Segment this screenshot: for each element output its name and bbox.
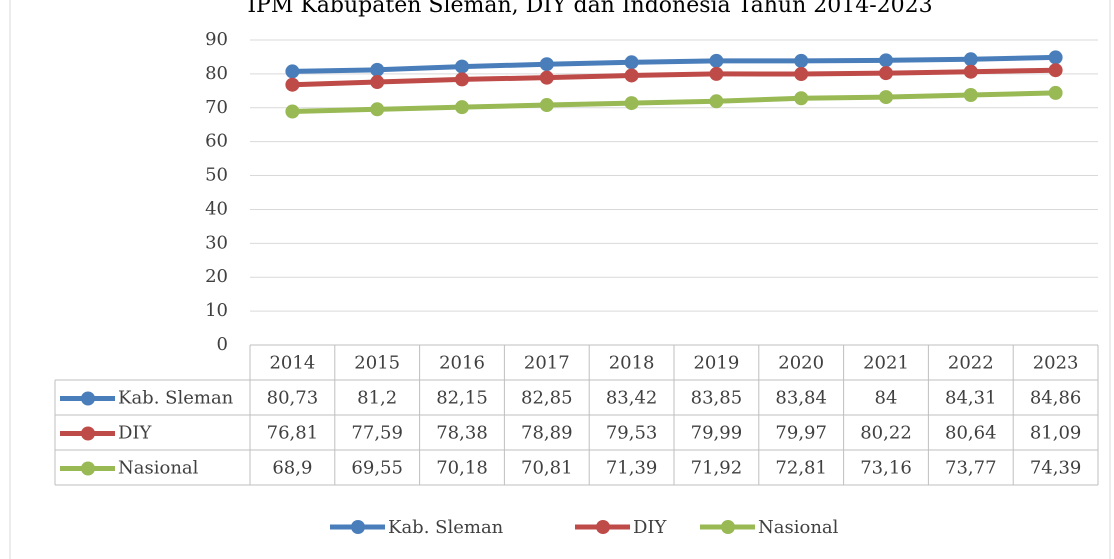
legend-label: Nasional bbox=[758, 517, 839, 538]
point bbox=[370, 62, 385, 77]
point bbox=[963, 64, 978, 79]
y-tick-label: 0 bbox=[217, 334, 228, 355]
y-tick-label: 40 bbox=[205, 198, 228, 219]
row-label: Nasional bbox=[118, 458, 199, 479]
point bbox=[370, 75, 385, 90]
point bbox=[539, 98, 554, 113]
table-value: 80,73 bbox=[267, 388, 319, 409]
y-tick-label: 50 bbox=[205, 165, 228, 186]
point bbox=[879, 53, 893, 68]
table-value: 70,81 bbox=[521, 458, 573, 479]
point bbox=[709, 66, 724, 81]
chart-frame bbox=[9, 0, 1111, 559]
y-tick-label: 10 bbox=[205, 300, 228, 321]
point bbox=[794, 66, 809, 81]
table-value: 78,38 bbox=[436, 423, 488, 444]
y-tick-label: 30 bbox=[205, 232, 228, 253]
table-value: 84,86 bbox=[1030, 388, 1082, 409]
table-value: 72,81 bbox=[775, 458, 827, 479]
legend-key-marker bbox=[721, 520, 735, 534]
table-value: 79,97 bbox=[775, 423, 827, 444]
table-value: 70,18 bbox=[436, 458, 488, 479]
x-tick-label: 2022 bbox=[948, 353, 994, 374]
point bbox=[455, 72, 469, 87]
point bbox=[624, 55, 639, 70]
point bbox=[285, 104, 300, 119]
table-value: 83,85 bbox=[691, 388, 743, 409]
point bbox=[879, 66, 893, 81]
table-key-marker bbox=[81, 391, 95, 406]
point bbox=[455, 100, 469, 115]
x-tick-label: 2021 bbox=[863, 353, 909, 374]
point bbox=[1048, 85, 1063, 100]
table-value: 83,42 bbox=[606, 388, 658, 409]
table-value: 79,53 bbox=[606, 423, 658, 444]
point bbox=[794, 91, 809, 106]
point bbox=[879, 90, 893, 105]
point bbox=[539, 57, 554, 72]
point bbox=[1048, 50, 1063, 65]
table-key-marker bbox=[81, 426, 95, 441]
table-value: 71,39 bbox=[606, 458, 658, 479]
point bbox=[285, 77, 300, 92]
table-value: 74,39 bbox=[1030, 458, 1082, 479]
point bbox=[709, 53, 724, 68]
series-line bbox=[292, 67, 1056, 88]
point bbox=[285, 64, 300, 79]
point bbox=[963, 88, 978, 103]
legend-key-marker bbox=[351, 520, 365, 534]
table-value: 81,09 bbox=[1030, 423, 1082, 444]
y-tick-label: 20 bbox=[205, 266, 228, 287]
table-value: 77,59 bbox=[351, 423, 403, 444]
y-tick-label: 70 bbox=[205, 97, 228, 118]
point bbox=[624, 68, 639, 83]
table-value: 82,85 bbox=[521, 388, 573, 409]
table-value: 71,92 bbox=[691, 458, 743, 479]
point bbox=[455, 59, 469, 74]
table-value: 80,22 bbox=[860, 423, 912, 444]
point bbox=[624, 96, 639, 111]
table-key-marker bbox=[81, 461, 95, 476]
x-tick-label: 2015 bbox=[354, 353, 400, 374]
y-tick-label: 60 bbox=[205, 131, 228, 152]
x-tick-label: 2018 bbox=[609, 353, 655, 374]
table-value: 69,55 bbox=[351, 458, 403, 479]
table-value: 78,89 bbox=[521, 423, 573, 444]
table-value: 84 bbox=[875, 388, 898, 409]
series-line bbox=[292, 54, 1056, 74]
table-value: 81,2 bbox=[357, 388, 397, 409]
table-value: 80,64 bbox=[945, 423, 997, 444]
point bbox=[370, 102, 385, 117]
point bbox=[539, 70, 554, 85]
table-value: 83,84 bbox=[775, 388, 827, 409]
point bbox=[1048, 63, 1063, 78]
legend-key-marker bbox=[596, 520, 610, 534]
y-tick-label: 80 bbox=[205, 63, 228, 84]
chart-title: IPM Kabupaten Sleman, DIY dan Indonesia … bbox=[247, 0, 932, 18]
x-tick-label: 2023 bbox=[1033, 353, 1079, 374]
point bbox=[709, 94, 724, 109]
table-value: 76,81 bbox=[267, 423, 319, 444]
series-line bbox=[292, 90, 1056, 115]
row-label: DIY bbox=[118, 423, 153, 444]
table-value: 79,99 bbox=[691, 423, 743, 444]
x-tick-label: 2019 bbox=[693, 353, 739, 374]
legend-label: Kab. Sleman bbox=[388, 517, 504, 538]
legend-label: DIY bbox=[633, 517, 668, 538]
x-tick-label: 2016 bbox=[439, 353, 485, 374]
table-value: 68,9 bbox=[272, 458, 312, 479]
table-value: 82,15 bbox=[436, 388, 488, 409]
point bbox=[794, 53, 809, 68]
x-tick-label: 2020 bbox=[778, 353, 824, 374]
table-value: 84,31 bbox=[945, 388, 997, 409]
y-tick-label: 90 bbox=[205, 29, 228, 50]
x-tick-label: 2017 bbox=[524, 353, 570, 374]
x-tick-label: 2014 bbox=[269, 353, 315, 374]
point bbox=[963, 52, 978, 67]
table-value: 73,16 bbox=[860, 458, 912, 479]
row-label: Kab. Sleman bbox=[118, 388, 234, 409]
table-value: 73,77 bbox=[945, 458, 997, 479]
